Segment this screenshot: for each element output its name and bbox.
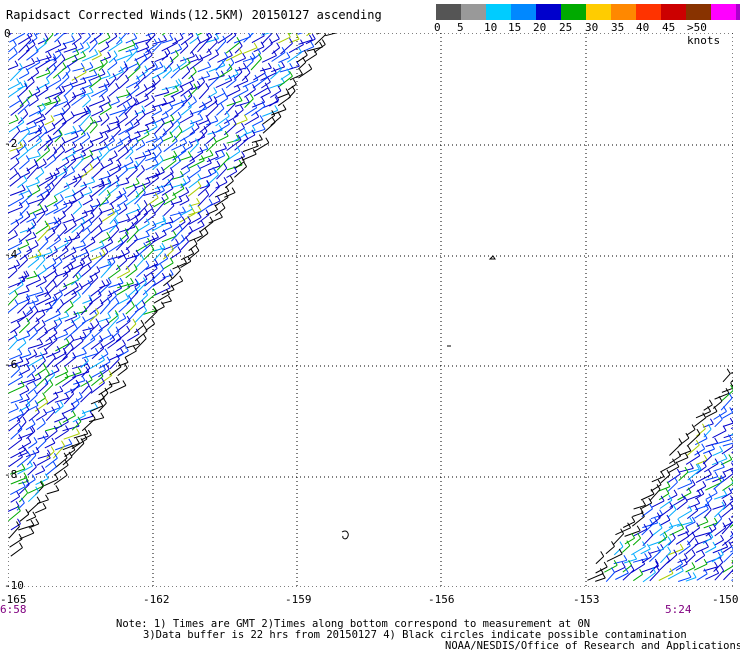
wind-map bbox=[8, 33, 733, 587]
legend-swatch bbox=[461, 4, 486, 20]
legend-swatch bbox=[511, 4, 536, 20]
time-label-right: 5:24 bbox=[665, 603, 692, 616]
lat-label-2: -2 bbox=[4, 137, 18, 150]
lon-label-156: -156 bbox=[428, 593, 455, 606]
legend-swatch bbox=[561, 4, 586, 20]
legend-label: 45 bbox=[662, 21, 676, 34]
credit-line: NOAA/NESDIS/Office of Research and Appli… bbox=[445, 640, 740, 650]
legend-swatch bbox=[686, 4, 711, 20]
legend-swatch bbox=[486, 4, 511, 20]
legend-swatch bbox=[636, 4, 661, 20]
legend-labels: 0 5 10 15 20 25 30 35 40 45 >50 knots bbox=[430, 21, 740, 47]
wind-swath-right bbox=[587, 368, 733, 583]
legend-swatch bbox=[436, 4, 461, 20]
lat-lon-grid bbox=[8, 33, 733, 587]
legend-swatch bbox=[611, 4, 636, 20]
note-line-2: 3)Data buffer is 22 hrs from 20150127 4)… bbox=[143, 629, 687, 641]
legend-label: 35 bbox=[611, 21, 625, 34]
lon-label-150: -150 bbox=[712, 593, 739, 606]
legend-label: 20 bbox=[533, 21, 547, 34]
legend-swatch bbox=[586, 4, 611, 20]
legend-swatch bbox=[736, 4, 740, 20]
legend-label: 15 bbox=[508, 21, 522, 34]
wind-speed-color-legend bbox=[436, 4, 740, 20]
legend-label: 30 bbox=[585, 21, 599, 34]
chart-title: Rapidsact Corrected Winds(12.5KM) 201501… bbox=[6, 8, 382, 22]
wind-swath-left bbox=[8, 33, 338, 557]
lat-label-0: 0 bbox=[4, 27, 11, 40]
lat-label-8: -8 bbox=[4, 468, 18, 481]
legend-label: 0 bbox=[434, 21, 441, 34]
lat-label-10: -10 bbox=[4, 579, 24, 592]
lon-label-153: -153 bbox=[573, 593, 600, 606]
time-label-left: 6:58 bbox=[0, 603, 27, 616]
lat-label-4: -4 bbox=[4, 248, 18, 261]
lat-label-6: -6 bbox=[4, 358, 18, 371]
legend-label: 40 bbox=[636, 21, 650, 34]
lon-label-165: -165 bbox=[0, 593, 27, 606]
legend-swatch bbox=[536, 4, 561, 20]
island-markers bbox=[341, 255, 496, 540]
lon-label-159: -159 bbox=[285, 593, 312, 606]
note-line-1: Note: 1) Times are GMT 2)Times along bot… bbox=[116, 618, 591, 630]
legend-swatch bbox=[661, 4, 686, 20]
legend-label: 5 bbox=[457, 21, 464, 34]
legend-swatch bbox=[711, 4, 736, 20]
legend-label: 25 bbox=[559, 21, 573, 34]
legend-label: >50 knots bbox=[687, 21, 721, 47]
lon-label-162: -162 bbox=[143, 593, 170, 606]
legend-label: 10 bbox=[484, 21, 498, 34]
